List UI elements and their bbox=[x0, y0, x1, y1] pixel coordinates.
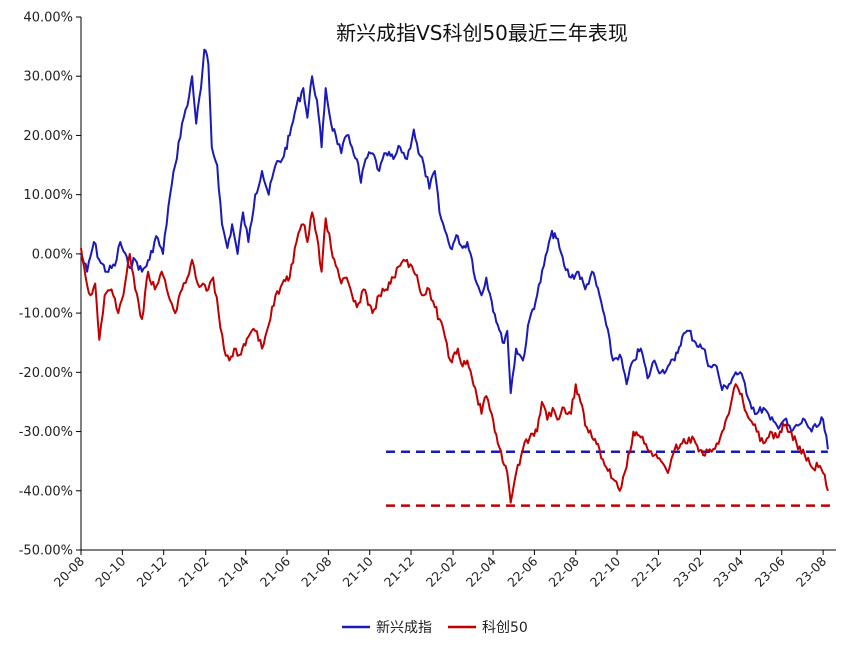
x-tick-label: 21-10 bbox=[340, 553, 376, 589]
x-tick-label: 21-04 bbox=[216, 553, 252, 589]
x-tick-label: 20-10 bbox=[92, 553, 128, 589]
series-line bbox=[80, 211, 829, 504]
x-tick-label: 22-04 bbox=[463, 553, 499, 589]
x-tick-label: 23-06 bbox=[752, 553, 788, 589]
x-tick-label: 20-12 bbox=[134, 554, 170, 590]
x-tick-label: 22-08 bbox=[546, 553, 582, 589]
y-tick-label: 30.00% bbox=[23, 70, 73, 85]
y-tick-label: -10.00% bbox=[19, 307, 73, 322]
y-tick-label: 0.00% bbox=[32, 247, 73, 262]
x-tick-label: 23-08 bbox=[793, 553, 829, 589]
x-tick-label: 20-08 bbox=[51, 553, 87, 589]
y-axis: 40.00% 30.00% 20.00% 10.00% 0.00% -10.00% -20.… bbox=[19, 11, 82, 559]
x-tick-label: 22-06 bbox=[504, 553, 540, 589]
y-tick-label: -50.00% bbox=[19, 544, 73, 559]
x-tick-label: 23-02 bbox=[670, 554, 706, 590]
reference-lines bbox=[385, 450, 836, 507]
y-tick-label: -40.00% bbox=[19, 484, 73, 499]
x-axis: 20-08 20-10 20-12 21-02 21-04 21-06 21-08 21-10… bbox=[51, 549, 836, 590]
x-tick-label: 23-04 bbox=[710, 553, 746, 589]
series-lines bbox=[80, 48, 829, 504]
x-tick-label: 22-02 bbox=[423, 554, 459, 590]
x-tick-label: 21-02 bbox=[176, 554, 212, 590]
chart-title: 新兴成指VS科创50最近三年表现 bbox=[336, 21, 628, 45]
x-tick-label: 21-08 bbox=[298, 553, 334, 589]
x-tick-label: 21-12 bbox=[381, 554, 417, 590]
x-tick-label: 22-12 bbox=[628, 554, 664, 590]
x-tick-label: 22-10 bbox=[587, 553, 623, 589]
y-tick-label: 10.00% bbox=[23, 188, 73, 203]
x-tick-label: 21-06 bbox=[257, 553, 293, 589]
y-tick-label: 40.00% bbox=[23, 11, 73, 26]
y-tick-label: -30.00% bbox=[19, 425, 73, 440]
legend-label: 科创50 bbox=[482, 620, 528, 636]
y-tick-label: 20.00% bbox=[23, 129, 73, 144]
legend: 新兴成指 科创50 bbox=[342, 620, 528, 636]
series-line bbox=[80, 48, 829, 450]
y-tick-label: -20.00% bbox=[19, 366, 73, 381]
legend-label: 新兴成指 bbox=[376, 620, 432, 636]
